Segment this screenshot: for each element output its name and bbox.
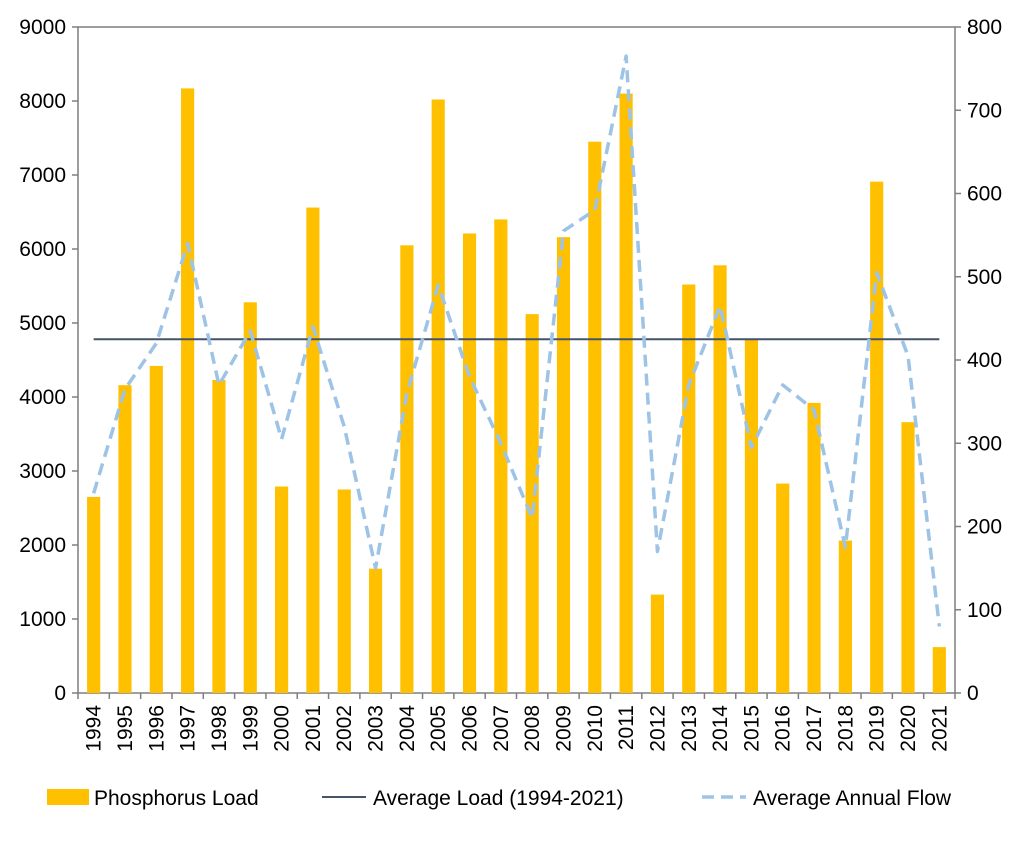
bar-1995 (118, 385, 132, 693)
bar-2010 (588, 141, 602, 693)
plot-border (77, 26, 956, 694)
left-tick-label: 5000 (19, 312, 66, 335)
x-tick-label: 2011 (615, 705, 638, 750)
plot-area (77, 26, 956, 694)
bar-2007 (494, 219, 508, 693)
x-tick-label: 1998 (208, 705, 231, 752)
left-tick-label: 6000 (19, 238, 66, 261)
left-axis-ticks: 0 1000 2000 3000 4000 5000 6000 7000 8000 9000 (19, 16, 78, 705)
left-tick-label: 4000 (19, 386, 66, 409)
x-tick-label: 1995 (114, 705, 137, 752)
x-tick-label: 2015 (740, 705, 763, 752)
x-tick-label: 2013 (678, 705, 701, 752)
left-tick-label: 7000 (19, 164, 66, 187)
x-tick-label: 2018 (834, 705, 857, 752)
x-tick-label: 2000 (271, 705, 294, 752)
bar-2003 (368, 568, 383, 693)
bar-2019 (870, 181, 884, 693)
bar-2016 (776, 483, 790, 693)
x-tick-label: 2003 (365, 705, 388, 752)
left-tick-label: 1000 (19, 608, 66, 631)
right-tick-label: 600 (967, 183, 1002, 206)
x-tick-label: 2006 (459, 705, 482, 752)
bar-1996 (149, 365, 163, 693)
average-annual-flow-line (91, 54, 942, 627)
x-tick-label: 1996 (145, 705, 168, 752)
bar-1999 (243, 302, 257, 693)
x-tick-label: 1999 (239, 705, 262, 752)
bar-1994 (87, 496, 101, 693)
right-tick-label: 0 (967, 682, 979, 705)
x-tick-label: 2012 (646, 705, 669, 752)
bar-2005 (431, 99, 445, 693)
x-tick-label: 2007 (490, 705, 513, 752)
bar-2009 (556, 237, 571, 693)
bar-series-phosphorus-load (87, 88, 946, 694)
right-tick-label: 800 (967, 16, 1002, 39)
x-tick-label: 2017 (803, 705, 826, 752)
bar-2015 (744, 338, 758, 693)
legend-label: Phosphorus Load (94, 787, 259, 810)
bar-2000 (275, 486, 289, 693)
left-tick-label: 2000 (19, 534, 66, 557)
legend: Phosphorus Load Average Load (1994-2021) A… (47, 787, 952, 810)
bar-2020 (901, 422, 915, 693)
x-tick-label: 2020 (897, 705, 920, 752)
right-tick-label: 100 (967, 599, 1002, 622)
x-tick-label: 2002 (333, 705, 356, 752)
bar-2014 (713, 265, 727, 693)
left-tick-label: 3000 (19, 460, 66, 483)
x-tick-label: 2008 (521, 705, 544, 752)
x-tick-label: 2005 (427, 705, 450, 752)
right-tick-label: 200 (967, 516, 1002, 539)
x-tick-label: 2001 (302, 705, 325, 752)
legend-label: Average Load (1994-2021) (373, 787, 624, 810)
right-tick-label: 400 (967, 349, 1002, 372)
right-tick-label: 700 (967, 99, 1002, 122)
line-series-average-annual-flow (91, 54, 942, 627)
left-tick-label: 9000 (19, 16, 66, 39)
bar-2011 (619, 93, 633, 694)
right-tick-label: 300 (967, 432, 1002, 455)
bar-2004 (400, 245, 414, 694)
x-tick-label: 1994 (83, 705, 106, 752)
bar-1998 (212, 379, 226, 693)
x-tick-label: 2021 (928, 705, 951, 752)
x-tick-label: 2014 (709, 705, 732, 752)
bar-2017 (807, 402, 821, 693)
x-tick-label: 2019 (866, 705, 889, 752)
left-tick-label: 8000 (19, 90, 66, 113)
legend-label: Average Annual Flow (753, 787, 952, 810)
bar-2012 (650, 594, 665, 693)
bar-2001 (306, 207, 320, 693)
bar-2021 (932, 647, 946, 693)
bar-2002 (337, 489, 351, 693)
x-tick-label: 1997 (177, 705, 200, 752)
legend-swatch-phosphorus-load (47, 789, 89, 805)
x-tick-label: 2016 (772, 705, 795, 752)
bar-1997 (181, 88, 195, 694)
x-tick-label: 2010 (584, 705, 607, 752)
bar-2013 (682, 284, 696, 693)
x-tick-label: 2004 (396, 705, 419, 752)
x-tick-label: 2009 (552, 705, 575, 752)
right-tick-label: 500 (967, 266, 1002, 289)
bar-2018 (838, 540, 852, 693)
left-tick-label: 0 (54, 682, 66, 705)
x-axis-ticks: 1994 1995 1996 1997 1998 1999 2000 2001 2002 2003… (77, 693, 956, 752)
right-axis-ticks: 0 100 200 300 400 500 600 700 800 (955, 16, 1002, 705)
bar-2006 (462, 233, 477, 693)
